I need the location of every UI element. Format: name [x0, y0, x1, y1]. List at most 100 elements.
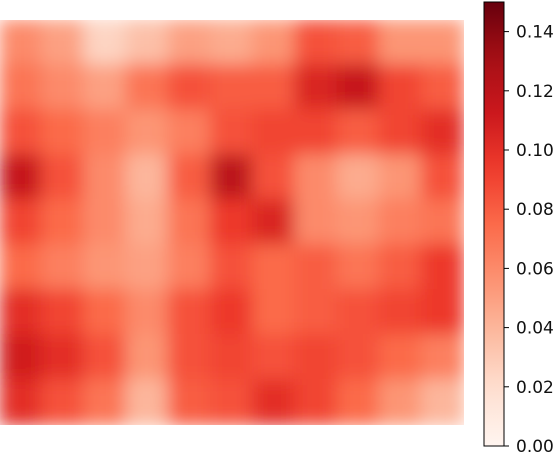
heatmap-cell — [378, 109, 423, 156]
heatmap-cell — [125, 244, 170, 291]
colorbar-tick-label: 0.00 — [516, 437, 554, 457]
colorbar: 0.00 0.02 0.04 0.06 0.08 0.10 0.12 0.14 — [483, 1, 554, 457]
heatmap-cell — [252, 199, 297, 246]
heatmap-cells — [0, 20, 464, 425]
heatmap-cell — [0, 199, 44, 246]
heatmap-cell — [125, 334, 170, 381]
heatmap-cell — [209, 334, 255, 381]
colorbar-ticks: 0.00 0.02 0.04 0.06 0.08 0.10 0.12 0.14 — [504, 23, 554, 457]
heatmap-cell — [41, 154, 86, 201]
heatmap-cell — [167, 109, 212, 156]
heatmap-cell — [209, 379, 255, 425]
heatmap-cell — [420, 289, 464, 336]
heatmap-cell — [252, 334, 297, 381]
heatmap-cell — [252, 379, 297, 425]
heatmap-cell — [41, 379, 86, 425]
heatmap-cell — [336, 334, 381, 381]
heatmap-cell — [83, 199, 128, 246]
heatmap-cell — [83, 244, 128, 291]
heatmap-cell — [378, 199, 423, 246]
heatmap-cell — [83, 289, 128, 336]
heatmap-cell — [41, 334, 86, 381]
heatmap-cell — [378, 289, 423, 336]
colorbar-tick-label: 0.06 — [516, 259, 554, 279]
heatmap-cell — [125, 20, 170, 66]
heatmap-cell — [420, 154, 464, 201]
heatmap-cell — [125, 64, 170, 111]
colorbar-tick-label: 0.08 — [516, 200, 554, 220]
heatmap-cell — [336, 199, 381, 246]
heatmap-cell — [0, 109, 44, 156]
heatmap-cell — [336, 289, 381, 336]
heatmap-cell — [294, 199, 339, 246]
heatmap-cell — [83, 20, 128, 66]
heatmap-cell — [167, 244, 212, 291]
heatmap-cell — [0, 244, 44, 291]
heatmap-cell — [378, 154, 423, 201]
heatmap-cell — [167, 289, 212, 336]
colorbar-tick-label: 0.12 — [516, 82, 554, 102]
heatmap-cell — [83, 379, 128, 425]
heatmap-cell — [41, 289, 86, 336]
heatmap-cell — [420, 379, 464, 425]
heatmap-cell — [294, 334, 339, 381]
heatmap-cell — [252, 244, 297, 291]
heatmap-cell — [0, 20, 44, 66]
heatmap-cell — [420, 334, 464, 381]
heatmap-cell — [41, 64, 86, 111]
heatmap-cell — [41, 244, 86, 291]
heatmap-cell — [336, 244, 381, 291]
heatmap-cell — [252, 20, 297, 66]
heatmap-cell — [420, 199, 464, 246]
heatmap-cell — [378, 64, 423, 111]
colorbar-tick-label: 0.14 — [516, 23, 554, 43]
heatmap-cell — [252, 289, 297, 336]
heatmap-cell — [0, 289, 44, 336]
heatmap-cell — [336, 109, 381, 156]
heatmap-cell — [294, 379, 339, 425]
heatmap-cell — [294, 20, 339, 66]
heatmap-cell — [167, 154, 212, 201]
heatmap-cell — [336, 154, 381, 201]
heatmap-cell — [294, 154, 339, 201]
heatmap-cell — [336, 379, 381, 425]
heatmap-cell — [83, 109, 128, 156]
heatmap-cell — [125, 379, 170, 425]
heatmap-cell — [378, 379, 423, 425]
colorbar-tick-label: 0.02 — [516, 378, 554, 398]
heatmap-cell — [420, 20, 464, 66]
heatmap-cell — [125, 289, 170, 336]
heatmap-cell — [209, 199, 255, 246]
heatmap-cell — [41, 109, 86, 156]
heatmap-cell — [378, 244, 423, 291]
heatmap-cell — [125, 109, 170, 156]
heatmap-cell — [209, 154, 255, 201]
heatmap-cell — [420, 109, 464, 156]
heatmap-cell — [0, 64, 44, 111]
heatmap-cell — [420, 244, 464, 291]
heatmap-cell — [209, 244, 255, 291]
heatmap-cell — [209, 64, 255, 111]
heatmap-cell — [83, 334, 128, 381]
heatmap-cell — [83, 64, 128, 111]
heatmap-cell — [252, 64, 297, 111]
heatmap-cell — [167, 334, 212, 381]
heatmap-cell — [0, 379, 44, 425]
heatmap-cell — [294, 289, 339, 336]
heatmap-cell — [294, 109, 339, 156]
heatmap-cell — [378, 20, 423, 66]
heatmap-cell — [209, 20, 255, 66]
heatmap-cell — [167, 379, 212, 425]
heatmap-cell — [41, 199, 86, 246]
heatmap-cell — [125, 199, 170, 246]
heatmap-cell — [294, 244, 339, 291]
heatmap-cell — [336, 20, 381, 66]
heatmap-cell — [252, 109, 297, 156]
heatmap-cell — [0, 334, 44, 381]
heatmap-cell — [294, 64, 339, 111]
heatmap-cell — [125, 154, 170, 201]
heatmap-cell — [41, 20, 86, 66]
heatmap-cell — [167, 199, 212, 246]
heatmap-cell — [209, 109, 255, 156]
